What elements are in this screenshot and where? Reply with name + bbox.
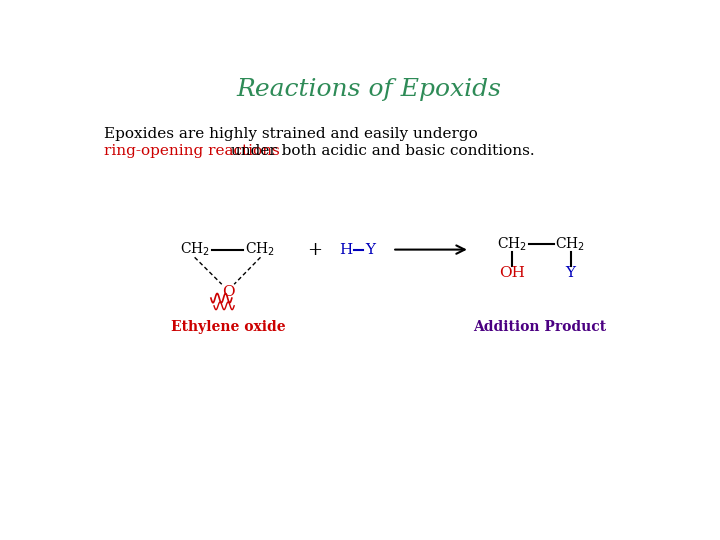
Text: CH$_2$: CH$_2$ <box>246 241 276 258</box>
Text: +: + <box>307 241 323 259</box>
Text: OH: OH <box>500 266 526 280</box>
Text: Epoxides are highly strained and easily undergo: Epoxides are highly strained and easily … <box>104 127 477 141</box>
Text: Addition Product: Addition Product <box>473 320 606 334</box>
Text: CH$_2$: CH$_2$ <box>179 241 210 258</box>
Text: Ethylene oxide: Ethylene oxide <box>171 320 285 334</box>
Text: Reactions of Epoxids: Reactions of Epoxids <box>236 78 502 101</box>
Text: ring-opening reactions: ring-opening reactions <box>104 144 279 158</box>
Text: Y: Y <box>565 266 575 280</box>
Text: H: H <box>339 242 352 256</box>
Text: under both acidic and basic conditions.: under both acidic and basic conditions. <box>226 144 535 158</box>
Text: Y: Y <box>366 242 376 256</box>
Text: CH$_2$: CH$_2$ <box>555 235 585 253</box>
Text: O: O <box>222 285 234 299</box>
Text: CH$_2$: CH$_2$ <box>498 235 528 253</box>
